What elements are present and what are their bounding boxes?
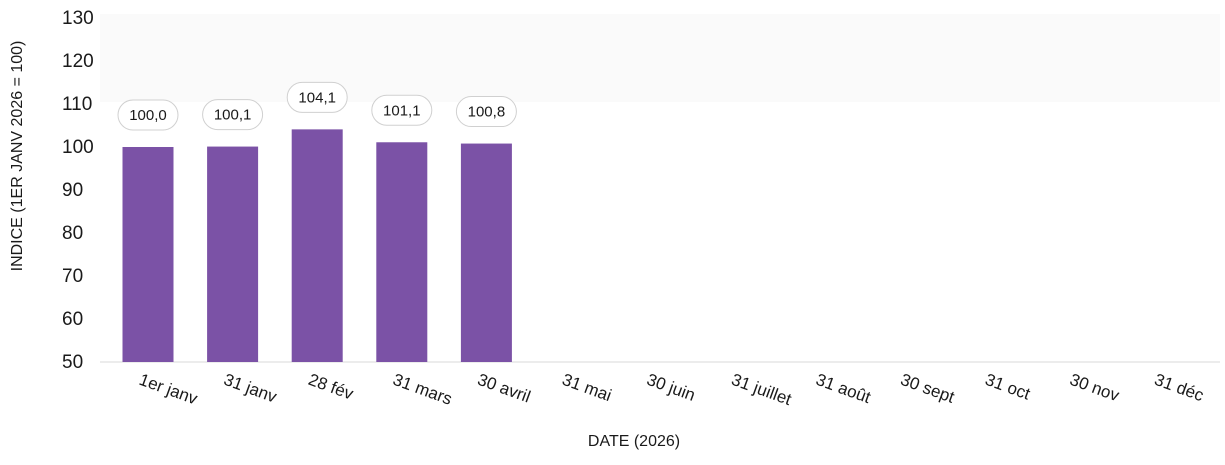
- x-tick-label: 31 oct: [983, 370, 1033, 404]
- data-label-bubble: [371, 94, 433, 126]
- data-label: 100,8: [468, 104, 506, 121]
- data-label: 104,1: [298, 89, 336, 106]
- y-tick-label: 60: [62, 309, 83, 330]
- y-tick-label: 120: [62, 51, 94, 72]
- bar: [460, 143, 512, 362]
- x-tick-label: 31 mai: [560, 370, 614, 405]
- plot-band: [100, 14, 1220, 102]
- data-label: 101,1: [383, 102, 421, 119]
- x-tick-label: 28 fév: [306, 370, 356, 404]
- bars: [122, 129, 512, 362]
- x-tick-label: 31 déc: [1152, 370, 1207, 405]
- y-tick-label: 100: [62, 137, 94, 158]
- y-tick-label: 90: [62, 180, 83, 201]
- x-axis-ticks: 1er janv 31 janv 28 fév 31 mars 30 avril 31 m…: [137, 370, 1207, 409]
- y-tick-label: 130: [62, 8, 94, 29]
- data-label: 100,0: [129, 107, 167, 124]
- x-tick-label: 31 juillet: [729, 370, 794, 409]
- data-label-bubble: [455, 96, 517, 128]
- data-label-bubble: [286, 81, 348, 113]
- bar: [122, 147, 174, 362]
- y-axis-title: INDICE (1ER JANV 2026 = 100): [9, 41, 26, 272]
- x-axis-title: DATE (2026): [588, 433, 680, 450]
- x-tick-label: 30 juin: [644, 370, 698, 405]
- data-label-bubble: [202, 99, 264, 131]
- x-tick-label: 31 mars: [390, 370, 454, 409]
- x-tick-label: 30 avril: [475, 370, 533, 407]
- data-label: 100,1: [214, 107, 252, 124]
- data-labels: 100,0 100,1 104,1 101,1 100,8: [117, 81, 517, 131]
- y-axis-ticks: 50 60 70 80 90 100 110 120 130: [62, 8, 94, 373]
- bar: [376, 142, 428, 362]
- bar: [291, 129, 343, 362]
- x-tick-label: 30 nov: [1067, 370, 1122, 405]
- x-tick-label: 31 janv: [221, 370, 279, 407]
- x-tick-label: 30 sept: [898, 370, 957, 407]
- data-label-bubble: [117, 99, 179, 131]
- y-tick-label: 80: [62, 223, 83, 244]
- y-tick-label: 110: [62, 94, 92, 115]
- x-tick-label: 31 août: [813, 370, 873, 407]
- y-tick-label: 70: [62, 266, 83, 287]
- bar: [207, 146, 259, 362]
- y-tick-label: 50: [62, 352, 83, 373]
- x-tick-label: 1er janv: [137, 370, 201, 409]
